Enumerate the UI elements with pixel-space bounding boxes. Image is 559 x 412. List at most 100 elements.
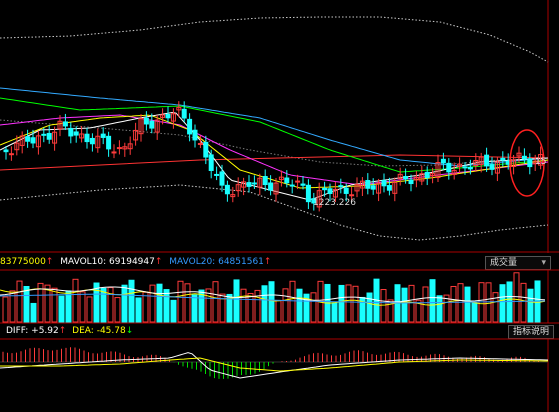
- candlestick: [160, 114, 166, 118]
- volume-bar: [296, 288, 303, 323]
- volume-bar: [37, 282, 44, 323]
- candlestick: [3, 149, 9, 153]
- candlestick: [295, 180, 301, 183]
- candlestick: [359, 180, 365, 189]
- candlestick: [494, 161, 500, 174]
- volume-bar: [345, 284, 352, 323]
- mavol10-arrow: ↑: [154, 257, 163, 267]
- candlestick: [457, 163, 463, 167]
- volume-bar: [240, 288, 247, 323]
- candlestick: [235, 184, 241, 192]
- volume-bar: [184, 283, 191, 323]
- volume-bar: [282, 288, 289, 323]
- candlestick: [133, 129, 139, 141]
- volume-bar: [149, 284, 156, 323]
- candlestick: [46, 132, 52, 140]
- candlestick: [8, 153, 14, 156]
- candlestick: [484, 154, 490, 167]
- volume-bar: [520, 282, 527, 323]
- volume-bar: [387, 299, 394, 323]
- mavol20-label: MAVOL20:: [169, 257, 216, 267]
- candlestick: [397, 173, 403, 180]
- volume-bar: [289, 280, 296, 323]
- volume-bar: [72, 278, 79, 323]
- candlestick: [19, 135, 25, 146]
- volume-bar: [352, 285, 359, 323]
- volume-bar: [261, 285, 268, 323]
- volume-bar: [163, 289, 170, 323]
- candlestick: [500, 157, 506, 161]
- mavol10-label: MAVOL10:: [60, 257, 107, 267]
- bollinger-lower-band: [0, 184, 549, 241]
- long-term-ma-line: [0, 154, 549, 171]
- mavol20-line: [0, 293, 546, 304]
- volume-bar: [366, 292, 373, 323]
- volume-bar: [401, 287, 408, 323]
- volume-bar: [443, 294, 450, 323]
- dea-label: DEA:: [72, 326, 94, 336]
- candlestick: [122, 146, 128, 150]
- candlestick: [268, 182, 274, 191]
- volume-bar: [156, 283, 163, 323]
- volume-bar: [23, 285, 30, 323]
- candlestick: [262, 176, 268, 186]
- diff-value: +5.92: [31, 326, 59, 336]
- candlestick: [73, 131, 79, 136]
- candlestick: [214, 173, 220, 176]
- candlestick: [430, 173, 436, 177]
- volume-bar: [100, 287, 107, 323]
- candlestick: [30, 137, 36, 144]
- candlestick: [224, 184, 230, 195]
- volume-bar: [9, 290, 16, 323]
- volume-bar: [198, 289, 205, 323]
- candlestick: [95, 135, 101, 149]
- candlestick: [322, 187, 328, 191]
- volume-bar: [247, 292, 254, 323]
- volume-bar: [219, 293, 226, 323]
- volume-bar: [436, 295, 443, 323]
- macd-indicator-header: DIFF: +5.92↑ DEA: -45.78↓: [6, 326, 133, 337]
- candlestick: [327, 188, 333, 194]
- volume-bar: [233, 279, 240, 323]
- mavol10-line: [0, 286, 546, 303]
- volume-bar: [380, 289, 387, 323]
- candlestick: [365, 180, 371, 189]
- chevron-down-icon: ▾: [541, 258, 546, 268]
- candlestick: [435, 162, 441, 179]
- volume-bar: [268, 281, 275, 323]
- candlestick: [149, 120, 155, 129]
- candlestick: [311, 198, 317, 204]
- volume-bar: [303, 293, 310, 323]
- price-candlestick-chart[interactable]: [0, 0, 559, 253]
- candlestick: [278, 176, 284, 181]
- ma60-line: [0, 87, 549, 167]
- last-price-label: 15: [535, 157, 547, 167]
- candlestick: [316, 190, 322, 208]
- candlestick: [532, 160, 538, 165]
- annotation-circle: [509, 129, 545, 197]
- candlestick: [289, 184, 295, 187]
- candlestick: [79, 133, 85, 139]
- volume-bar: [58, 295, 65, 323]
- volume-bar: [44, 284, 51, 323]
- candlestick: [343, 187, 349, 194]
- candlestick: [440, 158, 446, 164]
- candlestick: [473, 159, 479, 167]
- indicator-select-label: 成交量: [490, 258, 518, 268]
- volume-bar: [16, 280, 23, 323]
- candlestick: [14, 142, 20, 151]
- volume-bar: [177, 280, 184, 323]
- candlestick: [35, 135, 41, 148]
- diff-arrow: ↑: [58, 326, 67, 336]
- candlestick: [52, 131, 58, 144]
- volume-bar: [212, 281, 219, 323]
- candlestick: [208, 154, 214, 171]
- candlestick: [57, 120, 63, 130]
- candlestick: [386, 185, 392, 191]
- candlestick: [527, 158, 533, 168]
- ma30-line: [0, 97, 549, 173]
- candlestick: [349, 194, 355, 197]
